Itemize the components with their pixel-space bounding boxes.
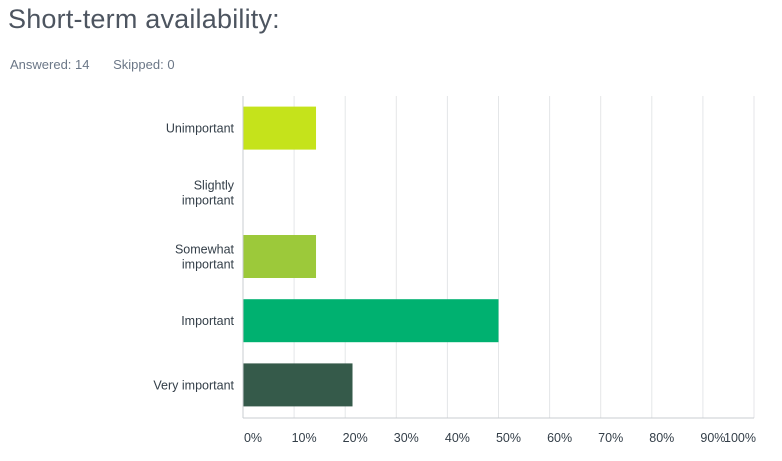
x-tick-label: 20% [343,431,368,445]
skipped-count: Skipped: 0 [113,57,175,72]
x-tick-label: 70% [598,431,623,445]
category-labels: Unimportant Slightly important Somewhat impo… [153,122,234,393]
x-tick-label: 100% [724,431,756,445]
bar-somewhat-important [243,235,317,278]
category-label: Important [181,314,234,328]
x-tick-label: 0% [244,431,262,445]
category-label: Somewhat important [175,243,235,272]
axes [242,96,754,419]
category-label: Unimportant [166,122,235,136]
category-label: Very important [153,378,234,392]
answered-count: Answered: 14 [10,57,90,72]
x-tick-label: 50% [496,431,521,445]
grid-lines [293,96,755,418]
bar-very-important [243,363,353,407]
x-tick-label: 10% [292,431,317,445]
x-tick-label: 80% [649,431,674,445]
x-tick-label: 60% [547,431,572,445]
bar-unimportant [243,106,317,150]
response-stats: Answered: 14 Skipped: 0 [10,57,175,72]
x-tick-label: 40% [445,431,470,445]
page-title: Short-term availability: [8,4,280,34]
tick-labels: 0% 10% 20% 30% 40% 50% 60% 70% 80% 90%100% [244,431,756,445]
category-label: Slightly important [182,178,235,207]
bars [243,106,499,407]
x-tick-label: 90% [700,431,725,445]
x-tick-label: 30% [394,431,419,445]
bar-important [243,299,499,343]
